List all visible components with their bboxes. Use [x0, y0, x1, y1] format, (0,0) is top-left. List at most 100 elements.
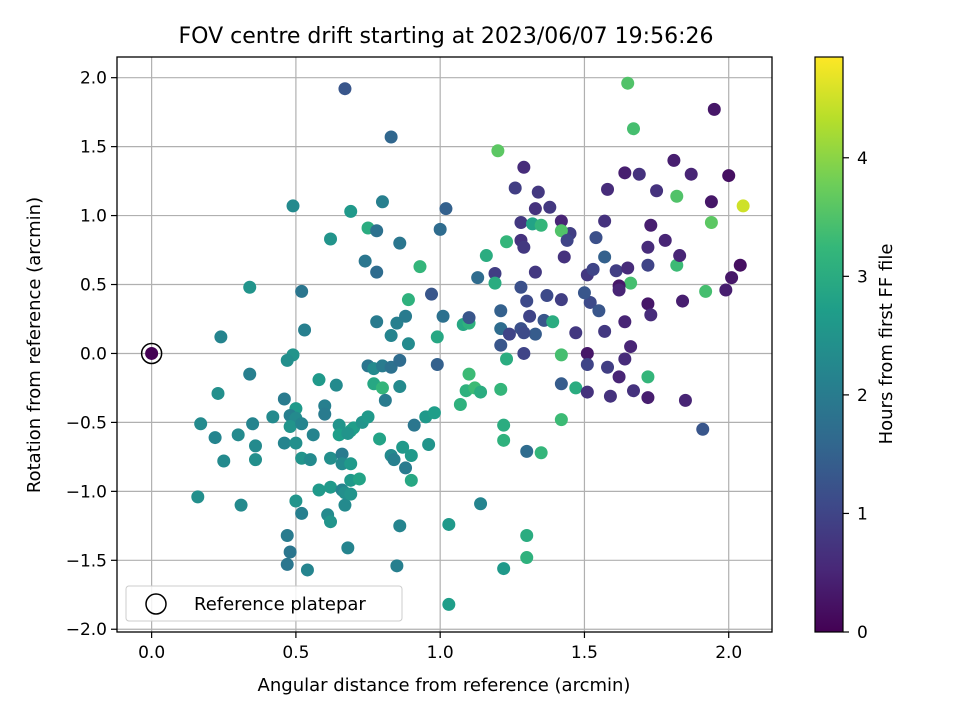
data-point	[603, 389, 617, 403]
data-point	[580, 385, 594, 399]
data-point	[517, 160, 531, 174]
data-point	[494, 382, 508, 396]
data-point	[194, 417, 208, 431]
data-point	[399, 461, 413, 475]
data-point	[462, 367, 476, 381]
data-point	[387, 453, 401, 467]
data-point	[312, 483, 326, 497]
data-point	[517, 240, 531, 254]
data-point	[523, 309, 537, 323]
data-point	[684, 167, 698, 181]
data-point	[399, 309, 413, 323]
data-point	[569, 381, 583, 395]
data-point	[601, 182, 615, 196]
data-point	[704, 195, 718, 209]
data-point	[624, 276, 638, 290]
data-point	[500, 352, 514, 366]
data-point	[528, 327, 542, 341]
grid-lines	[117, 57, 772, 632]
colorbar-tick-label: 3	[857, 267, 868, 287]
data-point	[289, 494, 303, 508]
data-point	[514, 280, 528, 294]
data-point	[520, 551, 534, 565]
colorbar-ticks: 0 1 2 3 4	[843, 149, 868, 643]
data-point	[390, 559, 404, 573]
y-tick-label: −1.5	[66, 551, 107, 571]
data-point	[335, 447, 349, 461]
colorbar-label: Hours from first FF file	[876, 244, 897, 445]
data-point	[341, 541, 355, 555]
data-point	[531, 185, 545, 199]
data-point	[554, 224, 568, 238]
legend-marker	[145, 593, 167, 615]
data-point	[641, 391, 655, 405]
data-point	[736, 199, 750, 213]
data-point	[491, 144, 505, 158]
data-point	[520, 528, 534, 542]
legend-label: Reference platepar	[194, 594, 366, 615]
data-point	[375, 381, 389, 395]
y-tick-label: 2.0	[80, 69, 107, 89]
data-point	[217, 454, 231, 468]
data-point	[453, 397, 467, 411]
data-point	[528, 202, 542, 216]
data-point	[673, 249, 687, 263]
data-point	[612, 370, 626, 384]
data-point	[344, 457, 358, 471]
data-point	[560, 233, 574, 247]
data-point	[249, 439, 263, 453]
y-tick-label: 0.5	[80, 276, 107, 296]
data-point	[658, 233, 672, 247]
data-point	[384, 360, 398, 374]
data-point	[442, 517, 456, 531]
data-point	[632, 167, 646, 181]
legend-box	[125, 585, 403, 622]
data-point	[352, 472, 366, 486]
data-point	[543, 200, 557, 214]
data-point	[540, 289, 554, 303]
data-point	[280, 528, 294, 542]
data-point	[577, 286, 591, 300]
x-axis-ticks: 0.0 0.5 1.0 1.5 2.0	[138, 632, 742, 663]
data-point	[725, 271, 739, 285]
data-point	[277, 436, 291, 450]
data-point	[644, 308, 658, 322]
data-point	[589, 231, 603, 245]
chart-title: FOV centre drift starting at 2023/06/07 …	[179, 24, 714, 49]
data-point	[497, 418, 511, 432]
data-point	[494, 338, 508, 352]
data-point	[626, 122, 640, 136]
data-point	[554, 214, 568, 228]
data-point	[393, 380, 407, 394]
data-point	[474, 385, 488, 399]
x-axis-label: Angular distance from reference (arcmin)	[258, 675, 631, 696]
data-point	[471, 271, 485, 285]
data-point	[580, 346, 594, 360]
data-point	[707, 102, 721, 116]
data-point	[338, 498, 352, 512]
data-point	[243, 367, 257, 381]
data-point	[514, 215, 528, 229]
x-tick-label: 2.0	[715, 643, 742, 663]
data-point	[393, 353, 407, 367]
data-point	[384, 329, 398, 343]
data-point	[554, 348, 568, 362]
data-point	[733, 258, 747, 272]
data-point	[277, 392, 291, 406]
data-point	[375, 195, 389, 209]
data-point	[303, 453, 317, 467]
data-point	[214, 330, 228, 344]
data-point	[520, 294, 534, 308]
data-point	[427, 406, 441, 420]
data-point	[618, 166, 632, 180]
data-point	[384, 130, 398, 144]
data-point	[722, 169, 736, 183]
data-point	[373, 432, 387, 446]
data-point	[502, 327, 516, 341]
data-point	[528, 265, 542, 279]
data-point	[508, 181, 522, 195]
data-point	[500, 235, 514, 249]
data-point	[338, 82, 352, 96]
data-point	[618, 315, 632, 329]
data-point	[145, 346, 159, 360]
